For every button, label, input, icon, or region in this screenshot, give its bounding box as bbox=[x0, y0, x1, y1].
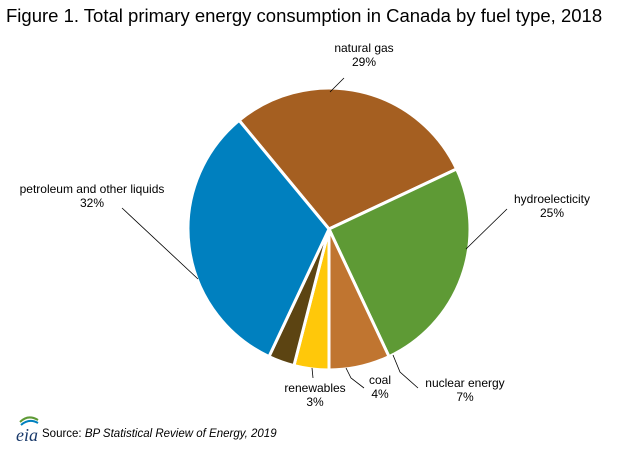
leader-line-coal bbox=[345, 367, 365, 389]
slice-hydroelecticity bbox=[327, 167, 472, 359]
slice-value-coal: 4% bbox=[371, 387, 389, 401]
chart-title: Figure 1. Total primary energy consumpti… bbox=[6, 5, 603, 26]
slice-label-hydroelecticity: hydroelecticity bbox=[514, 192, 590, 206]
eia-logo: eia bbox=[14, 414, 42, 449]
slice-label-nuclear-energy: nuclear energy bbox=[425, 376, 504, 390]
slice-label-renewables: renewables bbox=[284, 381, 345, 395]
slice-petroleum-and-other-liquids bbox=[186, 118, 331, 359]
source-note: Source: BP Statistical Review of Energy,… bbox=[42, 428, 277, 440]
leader-line-petroleum-and-other-liquids bbox=[121, 207, 199, 280]
slice-value-hydroelecticity: 25% bbox=[540, 206, 564, 220]
slice-value-petroleum-and-other-liquids: 32% bbox=[80, 196, 104, 210]
source-publication: BP Statistical Review of Energy, 2019 bbox=[84, 428, 277, 440]
slice-value-natural-gas: 29% bbox=[352, 55, 376, 69]
slice-label-petroleum-and-other-liquids: petroleum and other liquids bbox=[20, 182, 165, 196]
slice-value-nuclear-energy: 7% bbox=[456, 390, 474, 404]
eia-logo-text: eia bbox=[16, 425, 38, 444]
leader-line-renewables bbox=[311, 367, 314, 379]
leader-line-hydroelecticity bbox=[465, 208, 508, 250]
leader-line-nuclear-energy bbox=[392, 354, 419, 389]
slice-label-natural-gas: natural gas bbox=[334, 41, 393, 55]
leader-line-natural-gas bbox=[329, 77, 345, 93]
source-prefix: Source: bbox=[42, 428, 85, 440]
slice-value-renewables: 3% bbox=[306, 395, 324, 409]
slice-label-coal: coal bbox=[369, 373, 391, 387]
